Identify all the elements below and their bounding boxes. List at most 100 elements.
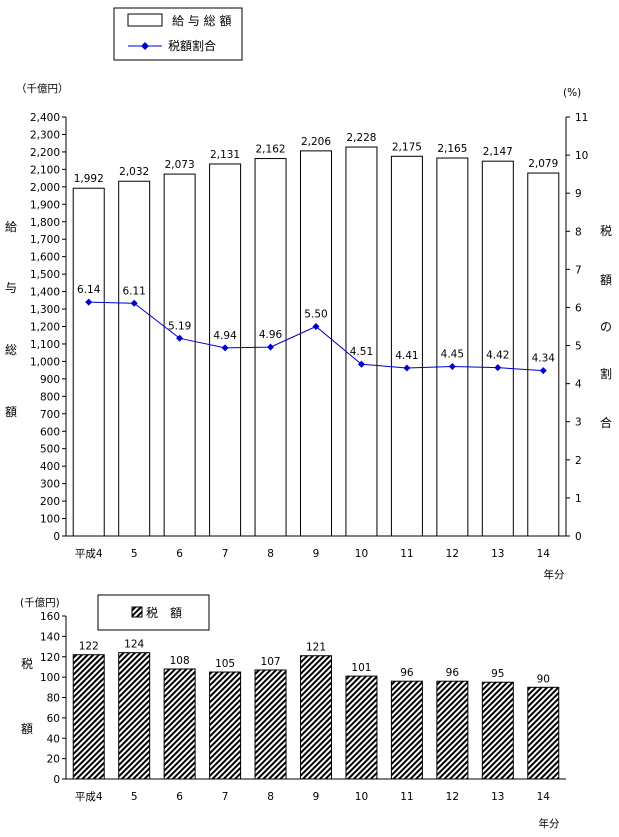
ratio-point: [176, 334, 184, 342]
ratio-value-label: 6.14: [77, 284, 101, 296]
legend-tax-label: 税 額: [146, 606, 182, 620]
legend-line-label: 税額割合: [168, 38, 216, 53]
top-bar: [300, 150, 332, 537]
top-x-tick-label: 6: [176, 548, 183, 560]
ratio-point: [403, 364, 411, 372]
top-right-axis-char: 合: [600, 415, 612, 430]
legend-line-marker: [141, 42, 149, 50]
top-bar-value-label: 2,162: [256, 144, 286, 156]
top-right-tick-label: 11: [575, 112, 588, 124]
bottom-bar: [254, 669, 287, 780]
top-right-tick-label: 1: [575, 493, 582, 505]
top-bar-value-label: 2,032: [119, 166, 149, 178]
top-right-axis-char: 割: [600, 366, 612, 381]
top-left-tick-label: 100: [40, 514, 60, 526]
top-bar: [390, 155, 423, 537]
bottom-legend: 税 額: [97, 594, 210, 631]
bottom-bar-value-label: 107: [261, 656, 281, 668]
top-left-tick-label: 1,800: [30, 217, 60, 229]
top-bar: [481, 160, 514, 537]
top-bar-value-label: 2,079: [528, 158, 558, 170]
top-bar: [527, 172, 560, 537]
bottom-left-tick-label: 100: [40, 672, 60, 684]
legend-hatch-swatch: [131, 606, 143, 618]
top-bar-value-label: 2,073: [165, 159, 195, 171]
bottom-bar: [118, 652, 151, 780]
top-left-axis-char: 給: [5, 220, 17, 234]
bottom-x-axis: 平成4 5 6 7 8 9 10 11 12 13 14: [75, 791, 550, 803]
bottom-left-unit: (千億円): [20, 596, 60, 609]
top-bar: [163, 173, 196, 537]
bottom-bar: [436, 680, 469, 780]
ratio-point: [448, 362, 456, 370]
ratio-value-label: 4.34: [532, 353, 556, 365]
top-right-tick-label: 0: [575, 531, 582, 543]
bottom-left-axis-char: 額: [21, 722, 33, 736]
top-x-axis: 平成4 5 6 7 8 9 10 11 12 13 14: [75, 548, 550, 560]
top-x-tick-label: 10: [355, 548, 368, 560]
top-bar-value-label: 2,131: [210, 149, 240, 161]
bottom-x-tick-label: 9: [313, 791, 320, 803]
ratio-value-label: 4.45: [441, 348, 464, 360]
bottom-bar-value-label: 96: [400, 667, 414, 679]
top-right-tick-label: 8: [575, 226, 582, 238]
top-right-tick-label: 4: [575, 379, 582, 391]
ratio-value-label: 4.41: [395, 350, 418, 362]
ratio-point: [357, 360, 365, 368]
top-left-tick-label: 2,000: [30, 182, 60, 194]
bottom-x-tick-label: 12: [446, 791, 459, 803]
top-left-tick-label: 1,000: [30, 356, 60, 368]
top-legend: 給 与 総 額 税額割合: [113, 7, 243, 61]
bottom-bar: [72, 654, 105, 780]
top-right-tick-label: 5: [575, 341, 582, 353]
bottom-x-label: 年分: [539, 817, 560, 830]
top-bar-value-label: 1,992: [74, 173, 104, 185]
top-left-tick-label: 400: [40, 461, 60, 473]
top-x-tick-label: 8: [267, 548, 274, 560]
ratio-point: [494, 364, 502, 372]
bottom-bar: [209, 671, 242, 780]
top-left-axis-char: 額: [5, 405, 17, 419]
top-bar: [72, 187, 105, 537]
top-right-tick-label: 9: [575, 188, 582, 200]
ratio-point: [130, 299, 138, 307]
ratio-value-label: 6.11: [122, 285, 145, 297]
top-left-tick-label: 1,900: [30, 199, 60, 211]
bottom-x-tick-label: 平成4: [75, 791, 103, 803]
top-left-tick-label: 1,300: [30, 304, 60, 316]
bottom-left-axis-label: 税額: [21, 657, 33, 736]
top-right-unit: (%): [563, 87, 581, 99]
top-bars: 1,992 2,032 2,073 2,131 2,162 2,206 2,228 2,175…: [72, 132, 560, 537]
bottom-x-tick-label: 8: [267, 791, 274, 803]
top-right-tick-label: 7: [575, 264, 582, 276]
top-x-tick-label: 13: [491, 548, 504, 560]
top-left-tick-label: 600: [40, 426, 60, 438]
bottom-x-tick-label: 13: [491, 791, 504, 803]
bottom-left-tick-label: 40: [47, 733, 60, 745]
top-right-tick-label: 10: [575, 150, 588, 162]
top-left-tick-label: 2,400: [30, 112, 60, 124]
top-right-axis-char: の: [600, 320, 612, 334]
top-left-tick-label: 1,400: [30, 287, 60, 299]
top-right-axis-char: 額: [600, 273, 612, 287]
bottom-x-tick-label: 11: [400, 791, 413, 803]
ratio-point: [539, 367, 547, 375]
top-left-tick-label: 2,200: [30, 147, 60, 159]
bottom-x-tick-label: 5: [131, 791, 138, 803]
top-bar-value-label: 2,147: [483, 146, 513, 158]
top-left-tick-label: 2,300: [30, 129, 60, 141]
top-bar: [118, 180, 151, 537]
top-left-tick-label: 500: [40, 444, 60, 456]
ratio-value-label: 4.42: [486, 350, 509, 362]
top-x-tick-label: 14: [537, 548, 551, 560]
top-bar-value-label: 2,175: [392, 141, 422, 153]
bottom-x-tick-label: 6: [176, 791, 183, 803]
bottom-left-tick-label: 80: [47, 693, 60, 705]
top-left-tick-label: 2,100: [30, 164, 60, 176]
ratio-value-label: 4.94: [213, 330, 237, 342]
bottom-left-axis: 0 20 40 60 80 100 120 140 160: [40, 611, 66, 786]
bottom-left-tick-label: 120: [40, 652, 60, 664]
legend-bar-label: 給 与 総 額: [172, 14, 231, 28]
top-bar: [436, 157, 469, 537]
